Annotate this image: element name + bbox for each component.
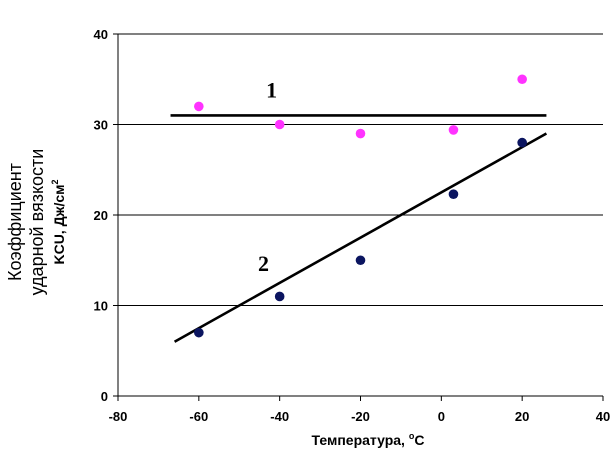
data-point-series-1 bbox=[274, 119, 285, 130]
x-tick-label: 40 bbox=[596, 409, 610, 424]
y-axis-title-line2: ударной вязкости bbox=[27, 149, 47, 296]
x-axis-title: Температура, oC bbox=[312, 431, 425, 448]
grid-lines bbox=[118, 33, 603, 306]
x-tick-label: -20 bbox=[351, 409, 370, 424]
series-label-2: 2 bbox=[258, 251, 269, 276]
y-tick-label: 20 bbox=[94, 208, 108, 223]
x-tick-label: 0 bbox=[438, 409, 445, 424]
y-tick-label: 10 bbox=[94, 299, 108, 314]
data-point-series-1 bbox=[194, 101, 204, 112]
data-point-series-1 bbox=[517, 74, 527, 85]
data-point-series-2 bbox=[355, 255, 366, 266]
data-point-series-2 bbox=[194, 327, 204, 338]
x-tick-label: 20 bbox=[515, 409, 529, 424]
y-tick-label: 0 bbox=[101, 389, 108, 404]
axes bbox=[113, 33, 604, 401]
x-tick-label: -60 bbox=[189, 409, 208, 424]
data-point-series-2 bbox=[448, 189, 459, 199]
y-axis-title-line3: KCU, Дж/см2 bbox=[50, 179, 67, 264]
data-point-series-1 bbox=[355, 128, 366, 139]
series-label-1: 1 bbox=[266, 77, 277, 102]
x-tick-label: -80 bbox=[109, 409, 128, 424]
series-labels: 12 bbox=[258, 77, 277, 276]
tick-labels: 0 10 20 30 40 -80 -60 -40 -20 0 20 40 bbox=[94, 27, 611, 424]
data-points bbox=[194, 74, 527, 338]
data-point-series-1 bbox=[448, 125, 459, 135]
data-point-series-2 bbox=[274, 291, 285, 302]
data-point-series-2 bbox=[517, 137, 527, 148]
y-axis-title-line1: Коэффициент bbox=[5, 163, 25, 281]
y-tick-label: 40 bbox=[94, 27, 108, 42]
y-tick-label: 30 bbox=[94, 118, 108, 133]
trend-line-series-2 bbox=[173, 132, 548, 343]
x-tick-label: -40 bbox=[270, 409, 289, 424]
trend-lines bbox=[170, 114, 548, 343]
y-axis-title: Коэффициент ударной вязкости KCU, Дж/см2 bbox=[5, 149, 67, 296]
